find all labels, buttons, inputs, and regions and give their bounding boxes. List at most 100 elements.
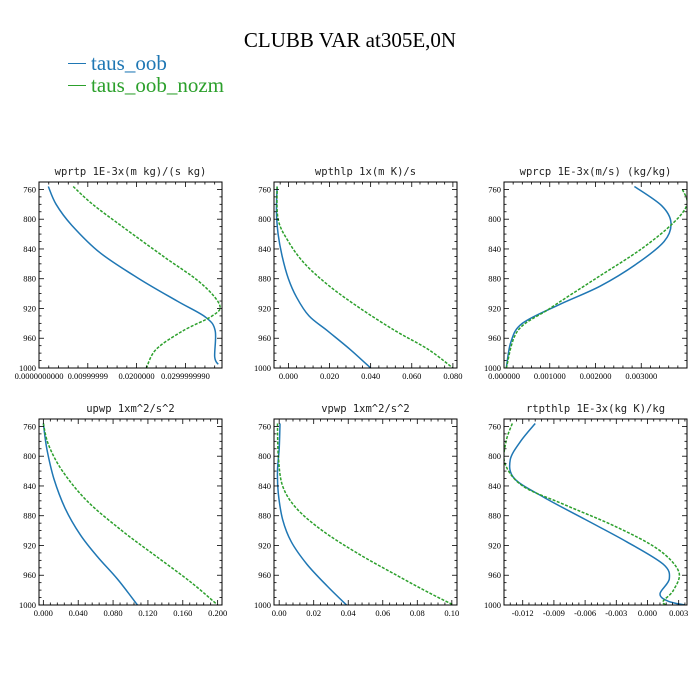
- y-tick-label: 800: [23, 214, 36, 224]
- x-tick-label: 0.000: [34, 608, 53, 618]
- panel-frame: [273, 418, 458, 606]
- y-tick-label: 960: [488, 333, 501, 343]
- x-tick-label: 0.080: [104, 608, 123, 618]
- y-tick-label: 1000: [19, 600, 36, 610]
- legend-entry-taus-oob-nozm: taus_oob_nozm: [68, 73, 224, 98]
- series-group: [275, 186, 454, 368]
- y-tick-label: 960: [258, 570, 271, 580]
- series-line-taus-oob-nozm: [42, 423, 219, 605]
- series-line-taus-oob: [42, 423, 139, 605]
- y-tick-label: 880: [488, 274, 501, 284]
- x-tick-label: 0.200: [208, 608, 227, 618]
- x-tick-label: 0.020: [320, 371, 339, 381]
- series-line-taus-oob-nozm: [504, 423, 681, 605]
- y-tick-label: 840: [488, 244, 501, 254]
- x-tick-label: 0.000000: [488, 371, 520, 381]
- legend-label-taus-oob-nozm: taus_oob_nozm: [91, 73, 224, 97]
- y-tick-label: 840: [258, 481, 271, 491]
- panel-2: wpthlp 1x(m K)/s 760 800 840 880 920 960 1000 0.…: [254, 166, 462, 381]
- y-tick-label: 800: [258, 451, 271, 461]
- x-tick-label: 0.000: [279, 371, 298, 381]
- series-group: [504, 423, 686, 605]
- y-tick-label: 880: [488, 511, 501, 521]
- y-tick-label: 1000: [254, 600, 271, 610]
- panel-5: vpwp 1xm^2/s^2 760 800 840 880 920 960 10000.00…: [254, 403, 459, 618]
- series-line-taus-oob: [47, 186, 219, 365]
- y-tick-label: 760: [258, 184, 271, 194]
- x-tick-label: 0.120: [138, 608, 157, 618]
- legend-swatch-taus-oob: [68, 63, 86, 64]
- y-tick-label: 1000: [484, 600, 501, 610]
- panel-frame: [273, 181, 458, 369]
- panel-frame: [38, 181, 223, 369]
- x-tick-label: 0.002000: [580, 371, 612, 381]
- panel-title: vpwp 1xm^2/s^2: [321, 403, 410, 415]
- y-tick-label: 920: [23, 303, 36, 313]
- y-tick-label: 840: [23, 244, 36, 254]
- y-tick-label: 960: [258, 333, 271, 343]
- panel-frame: [38, 418, 223, 606]
- x-tick-label: -0.006: [574, 608, 596, 618]
- y-tick-label: 920: [488, 540, 501, 550]
- y-tick-label: 840: [23, 481, 36, 491]
- y-tick-label: 960: [23, 570, 36, 580]
- y-tick-label: 880: [258, 274, 271, 284]
- series-line-taus-oob: [276, 423, 348, 605]
- series-line-taus-oob: [508, 423, 686, 605]
- y-tick-label: 800: [488, 214, 501, 224]
- series-line-taus-oob-nozm: [72, 185, 221, 368]
- y-tick-label: 760: [23, 421, 36, 431]
- series-group: [505, 185, 687, 368]
- x-tick-label: 0.00999999: [68, 371, 108, 381]
- x-tick-label: 0.0000000000: [15, 371, 64, 381]
- panel-1: wprtp 1E-3x(m kg)/(s kg) 760 800 840 880 920 9…: [15, 166, 223, 381]
- y-tick-label: 840: [258, 244, 271, 254]
- x-tick-label: -0.012: [512, 608, 534, 618]
- x-tick-label: 0.08: [410, 608, 425, 618]
- y-tick-label: 760: [488, 184, 501, 194]
- x-tick-label: 0.001000: [534, 371, 566, 381]
- x-tick-label: 0.080: [443, 371, 462, 381]
- panel-4: upwp 1xm^2/s^2 760 800 840 880 920 960 10000.00…: [19, 403, 227, 618]
- y-tick-label: 960: [488, 570, 501, 580]
- x-tick-label: 0.10: [444, 608, 459, 618]
- panel-title: wpthlp 1x(m K)/s: [315, 166, 416, 178]
- legend-entry-taus-oob: taus_oob: [68, 51, 167, 76]
- x-tick-label: 0.0299999990: [161, 371, 210, 381]
- series-line-taus-oob-nozm: [276, 186, 454, 368]
- panel-frame: [503, 418, 688, 606]
- series-group: [276, 423, 454, 605]
- x-tick-label: -0.003: [605, 608, 627, 618]
- y-tick-label: 920: [258, 303, 271, 313]
- y-tick-label: 920: [258, 540, 271, 550]
- x-tick-label: 0.000: [638, 608, 657, 618]
- panel-frame: [503, 181, 688, 369]
- x-tick-label: 0.003: [669, 608, 688, 618]
- y-tick-label: 920: [23, 540, 36, 550]
- panel-title: wprcp 1E-3x(m/s) (kg/kg): [520, 166, 672, 178]
- y-tick-label: 1000: [19, 363, 36, 373]
- x-tick-label: 0.0200000: [119, 371, 155, 381]
- x-tick-label: 0.060: [402, 371, 421, 381]
- series-line-taus-oob-nozm: [276, 423, 454, 605]
- y-tick-label: 800: [488, 451, 501, 461]
- panel-title: rtpthlp 1E-3x(kg K)/kg: [526, 403, 665, 415]
- series-line-taus-oob: [275, 186, 372, 368]
- y-tick-label: 960: [23, 333, 36, 343]
- y-tick-label: 880: [258, 511, 271, 521]
- y-tick-label: 920: [488, 303, 501, 313]
- y-tick-label: 800: [23, 451, 36, 461]
- x-tick-label: 0.040: [361, 371, 380, 381]
- series-line-taus-oob-nozm: [505, 189, 687, 368]
- legend-label-taus-oob: taus_oob: [91, 51, 167, 75]
- panel-title: upwp 1xm^2/s^2: [86, 403, 175, 415]
- y-tick-label: 1000: [484, 363, 501, 373]
- x-tick-label: 0.003000: [625, 371, 657, 381]
- x-tick-label: 0.160: [173, 608, 192, 618]
- x-tick-label: 0.06: [375, 608, 390, 618]
- y-tick-label: 880: [23, 511, 36, 521]
- y-tick-label: 840: [488, 481, 501, 491]
- y-tick-label: 880: [23, 274, 36, 284]
- y-tick-label: 800: [258, 214, 271, 224]
- series-line-taus-oob: [505, 185, 672, 368]
